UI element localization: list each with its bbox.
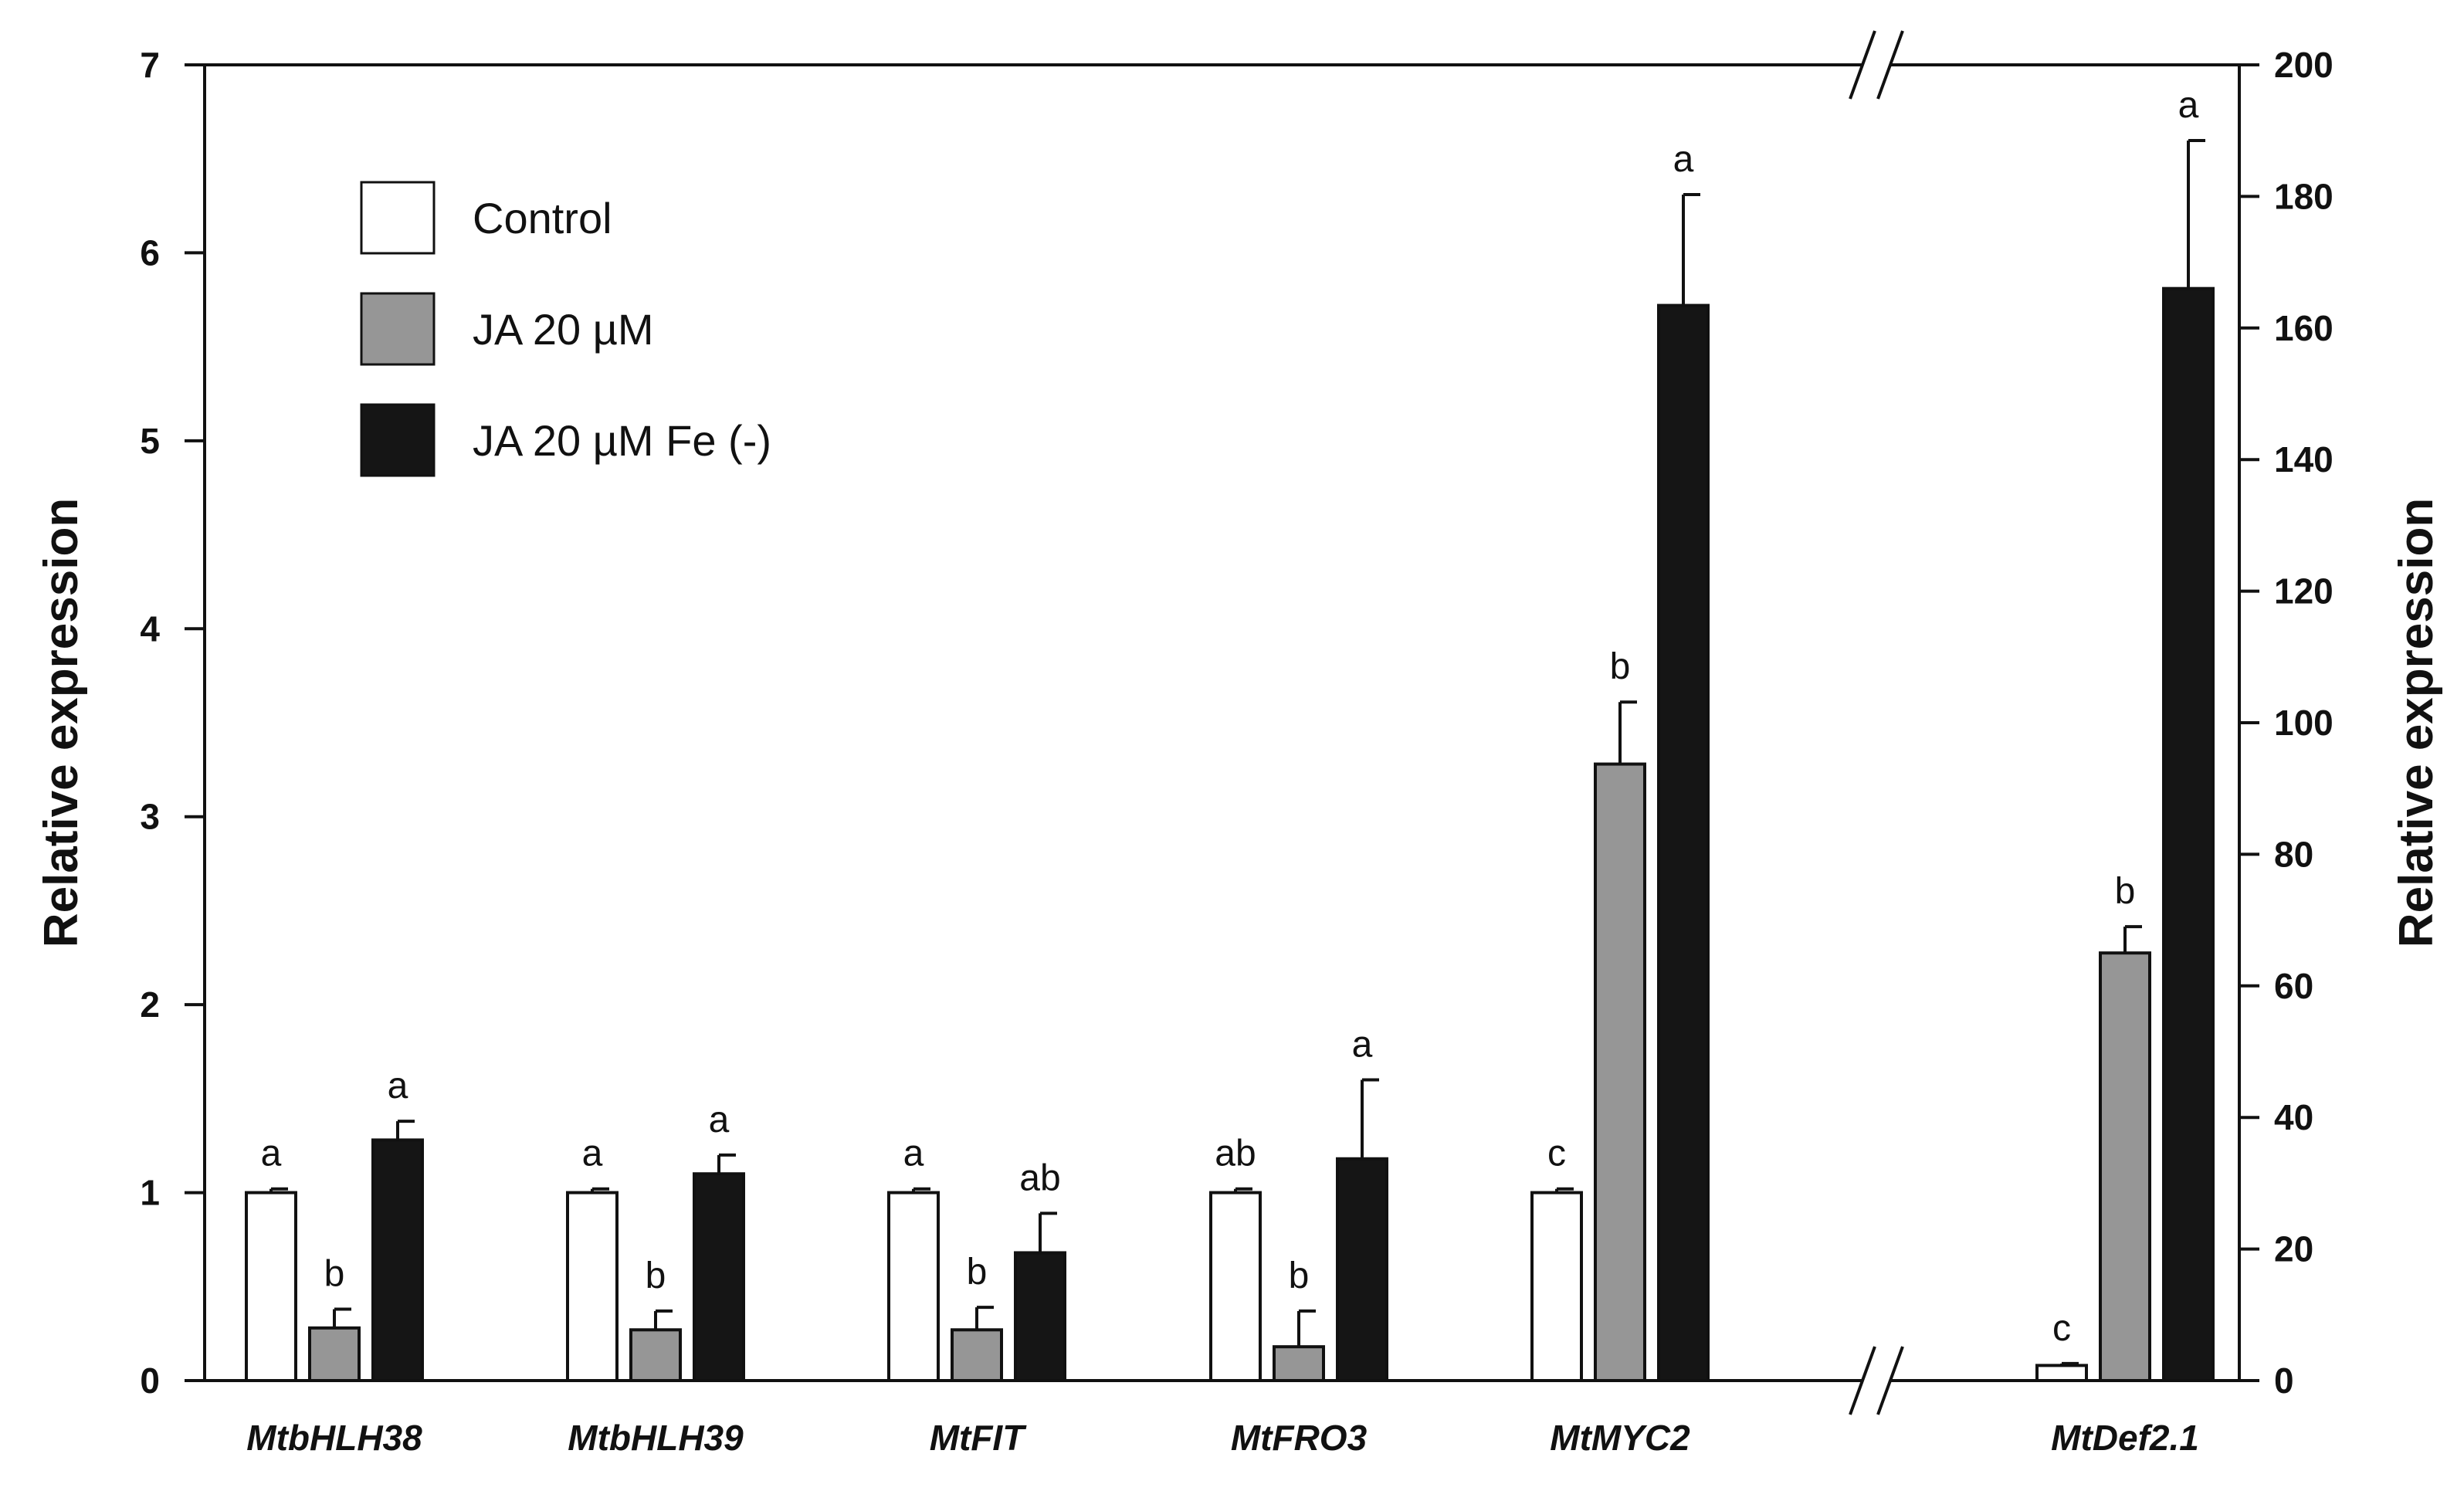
left-axis-title: Relative expression [35,498,88,947]
significance-letter: a [388,1066,408,1106]
legend-label: JA 20 µM [473,305,654,354]
axis-break-mark-bottom-2 [1876,1346,1904,1415]
axis-break-mark-bottom-1 [1849,1346,1876,1415]
bar-MtFRO3-0 [1209,1191,1262,1382]
bar-MtDef2.1-2 [2162,286,2215,1382]
right-tick-label: 160 [2274,308,2334,348]
right-tick-label: 0 [2274,1361,2294,1401]
significance-letter: ab [1215,1133,1256,1174]
significance-letter: b [1610,646,1631,687]
legend: Control JA 20 µM JA 20 µM Fe (-) [360,181,771,477]
left-tick-label: 7 [140,45,160,85]
left-tick-label: 1 [140,1173,160,1213]
left-tick-label: 4 [140,608,160,649]
significance-letter: c [2052,1308,2071,1349]
right-tick-label: 80 [2274,834,2313,874]
right-tick-label: 60 [2274,966,2313,1006]
significance-letter: a [2178,85,2199,126]
right-tick-label: 140 [2274,439,2334,479]
text-labels: 0 1 2 3 4 5 6 7 0 20 40 60 80 100 120 140 160 180 200 Relat… [35,45,2443,1458]
bar-MtFRO3-2 [1336,1157,1388,1382]
legend-swatch-2 [360,403,436,477]
bar-MtDef2.1-0 [2035,1364,2088,1383]
category-label: MtFRO3 [1231,1418,1368,1458]
significance-letter: b [2115,871,2136,912]
bar-MtMYC2-2 [1657,303,1710,1382]
right-tick-label: 100 [2274,703,2334,743]
bar-MtFRO3-1 [1273,1345,1325,1383]
left-tick-label: 3 [140,797,160,837]
left-tick-label: 6 [140,232,160,273]
right-tick-label: 40 [2274,1097,2313,1137]
bar-MtMYC2-1 [1594,762,1646,1382]
bar-MtFIT-1 [951,1328,1003,1383]
right-axis-title: Relative expression [2390,498,2443,947]
category-label: MtMYC2 [1550,1418,1690,1458]
bar-MtbHLH39-2 [693,1172,745,1382]
category-label: MtDef2.1 [2051,1418,2199,1458]
bar-MtbHLH38-0 [245,1191,297,1382]
bar-MtbHLH38-1 [308,1326,361,1382]
category-label: MtFIT [930,1418,1028,1458]
right-tick-label: 180 [2274,176,2334,216]
significance-letter: a [709,1100,730,1140]
bars [245,138,2215,1383]
bar-MtbHLH39-1 [629,1328,682,1383]
bar-MtFIT-2 [1014,1251,1066,1383]
axis-break-mark-top-1 [1849,30,1876,100]
significance-letter: b [967,1252,988,1293]
significance-letter: b [324,1253,345,1294]
legend-label: Control [473,194,612,242]
category-label: MtbHLH38 [246,1418,422,1458]
legend-swatch-0 [360,181,436,255]
significance-letter: c [1547,1133,1566,1174]
left-tick-label: 2 [140,984,160,1025]
bar-MtMYC2-0 [1530,1191,1583,1382]
significance-letter: b [646,1255,666,1296]
significance-letter: a [1352,1025,1373,1066]
bar-MtbHLH39-0 [566,1191,619,1382]
category-label: MtbHLH39 [568,1418,744,1458]
significance-letter: a [903,1133,924,1174]
left-tick-label: 0 [140,1361,160,1401]
axis-break-mark-top-2 [1876,30,1904,100]
legend-swatch-1 [360,292,436,366]
bar-MtFIT-0 [887,1191,940,1382]
bar-MtbHLH38-2 [371,1138,424,1382]
significance-letter: a [582,1133,603,1174]
left-tick-label: 5 [140,421,160,461]
significance-letter: a [1673,139,1694,180]
significance-letter: a [261,1133,282,1174]
significance-letter: ab [1019,1157,1060,1198]
legend-label: JA 20 µM Fe (-) [473,416,771,465]
bar-MtDef2.1-1 [2099,951,2151,1382]
right-tick-label: 120 [2274,571,2334,612]
y-axis-ticks [185,63,2259,1382]
significance-letter: b [1289,1255,1310,1296]
right-tick-label: 200 [2274,45,2334,85]
right-tick-label: 20 [2274,1229,2313,1269]
